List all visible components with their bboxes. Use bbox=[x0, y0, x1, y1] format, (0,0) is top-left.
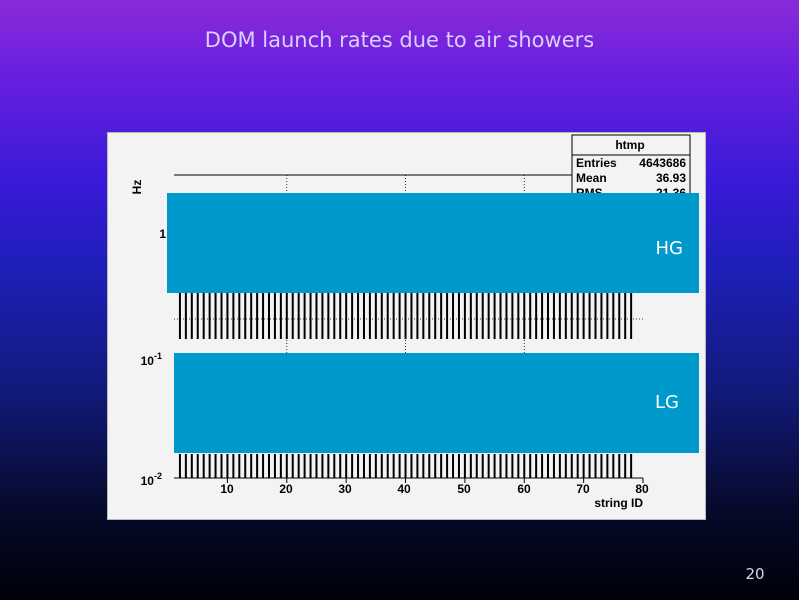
histogram-panel: 10 20 30 40 50 60 70 80 string ID Hz 1 1… bbox=[107, 132, 706, 520]
x-tick-label-80: 80 bbox=[635, 482, 649, 496]
x-axis-label: string ID bbox=[594, 496, 643, 510]
histogram-bars bbox=[178, 291, 633, 478]
x-tick-label-70: 70 bbox=[576, 482, 590, 496]
stats-entries-value: 4643686 bbox=[639, 156, 686, 170]
slide-title: DOM launch rates due to air showers bbox=[204, 28, 595, 52]
x-tick-label-20: 20 bbox=[279, 482, 293, 496]
x-tick-label-50: 50 bbox=[457, 482, 471, 496]
slide-number: 20 bbox=[745, 565, 765, 583]
stats-mean-value: 36.93 bbox=[656, 171, 686, 185]
x-ticks bbox=[226, 478, 644, 483]
y-tick-label-1: 1 bbox=[159, 227, 166, 241]
histogram-chart: 10 20 30 40 50 60 70 80 string ID Hz 1 1… bbox=[130, 134, 691, 510]
y-tick-label-0.01: 10-2 bbox=[141, 471, 162, 488]
x-tick-label-40: 40 bbox=[397, 482, 411, 496]
stats-mean-label: Mean bbox=[576, 171, 607, 185]
hg-overlay: HG bbox=[167, 193, 699, 293]
hg-label: HG bbox=[655, 238, 683, 259]
lg-label: LG bbox=[655, 392, 679, 413]
x-tick-label-30: 30 bbox=[338, 482, 352, 496]
y-axis-label: Hz bbox=[130, 180, 144, 195]
stats-box: htmp Entries 4643686 Mean 36.93 RMS 21.3… bbox=[571, 134, 691, 202]
lg-overlay: LG bbox=[174, 353, 699, 453]
stats-histogram-name: htmp bbox=[615, 138, 644, 152]
stats-entries-label: Entries bbox=[576, 156, 617, 170]
x-tick-label-10: 10 bbox=[220, 482, 234, 496]
x-tick-label-60: 60 bbox=[517, 482, 531, 496]
y-tick-label-0.1: 10-1 bbox=[141, 351, 162, 368]
